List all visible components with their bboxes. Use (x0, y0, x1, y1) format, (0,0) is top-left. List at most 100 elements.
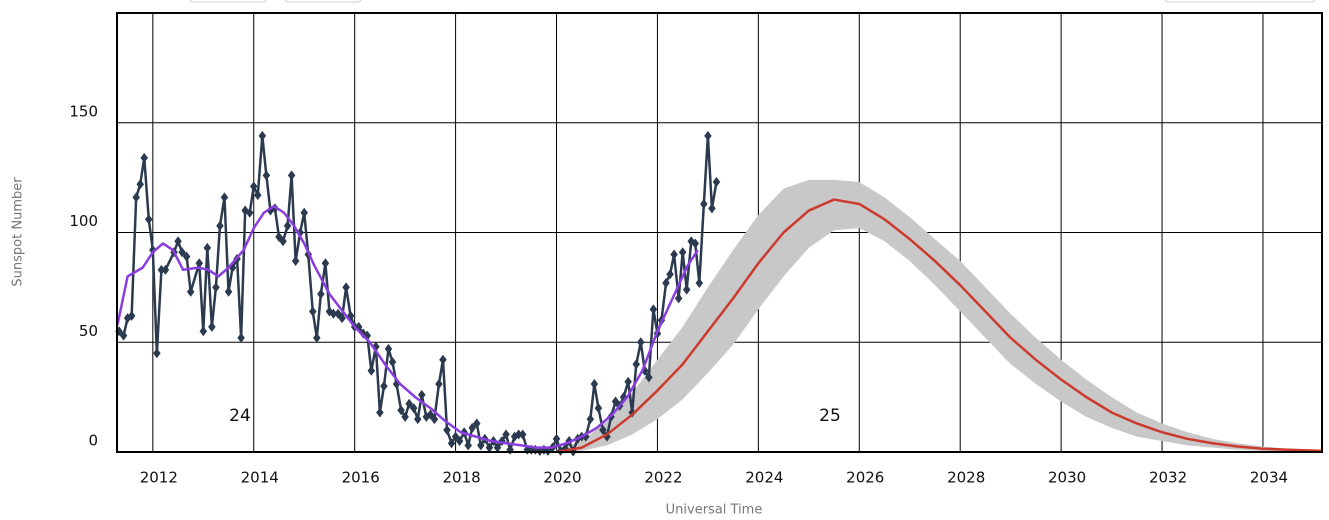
data-point (279, 236, 287, 247)
data-point (401, 411, 409, 422)
data-point (317, 288, 325, 299)
data-point (670, 249, 678, 260)
data-point (342, 282, 350, 293)
y-tick-label: 100 (69, 212, 98, 230)
data-point (161, 264, 170, 275)
data-point (123, 313, 132, 324)
data-point (338, 313, 346, 324)
data-point (674, 293, 683, 304)
data-point (262, 170, 271, 181)
data-point (435, 378, 443, 389)
data-point (704, 130, 712, 141)
data-point (599, 425, 607, 436)
data-point (518, 429, 527, 440)
data-point (300, 207, 308, 218)
data-point (493, 442, 502, 453)
data-point (418, 389, 426, 400)
data-point (212, 282, 220, 293)
y-tick-label: 50 (79, 322, 98, 340)
data-point (485, 442, 494, 453)
x-tick-label: 2018 (442, 469, 480, 487)
x-tick-label: 2028 (947, 469, 985, 487)
data-point (468, 422, 476, 433)
prediction-band (556, 179, 1322, 452)
data-point (682, 284, 691, 295)
data-point (473, 418, 481, 429)
data-point (645, 372, 653, 383)
data-point (409, 403, 418, 414)
data-point (254, 190, 262, 201)
x-tick-label: 2024 (745, 469, 783, 487)
data-point (632, 359, 640, 370)
y-tick-label: 0 (88, 432, 98, 450)
data-point (712, 177, 721, 188)
x-tick-label: 2032 (1149, 469, 1187, 487)
data-point (413, 414, 422, 425)
x-tick-label: 2022 (644, 469, 682, 487)
data-point (182, 251, 191, 262)
series-line (556, 198, 1323, 454)
data-point (586, 414, 595, 425)
data-point (678, 247, 687, 258)
x-tick-label: 2034 (1250, 469, 1288, 487)
data-point (708, 203, 716, 214)
plot-frame (116, 12, 1323, 453)
data-point (258, 130, 267, 141)
data-point (439, 354, 447, 365)
toolbar-button[interactable] (284, 0, 362, 3)
data-point (695, 277, 704, 288)
data-point (443, 425, 451, 436)
data-point (153, 348, 161, 359)
x-tick-label: 2026 (846, 469, 884, 487)
data-point (203, 242, 212, 253)
data-point (186, 286, 195, 297)
data-point (430, 414, 439, 425)
data-point (367, 365, 376, 376)
x-axis-title: Universal Time (666, 503, 763, 518)
data-point (329, 308, 338, 319)
data-point (464, 440, 472, 451)
cycle-label: 25 (819, 406, 841, 426)
data-point (220, 192, 229, 203)
data-point (136, 179, 144, 190)
data-point (666, 269, 674, 280)
data-point (637, 337, 645, 348)
data-point (380, 381, 388, 392)
data-point (145, 214, 153, 225)
data-point (216, 220, 224, 231)
data-point (309, 306, 317, 317)
data-point (447, 438, 456, 449)
data-point (287, 170, 296, 181)
data-point (502, 429, 510, 440)
x-tick-label: 2020 (543, 469, 581, 487)
x-tick-label: 2016 (342, 469, 380, 487)
data-point (552, 433, 561, 444)
cycle-label: 24 (229, 406, 251, 426)
data-point (376, 407, 384, 418)
data-point (140, 152, 148, 163)
data-point (662, 277, 670, 288)
data-point (691, 238, 700, 249)
data-point (208, 321, 216, 332)
data-point (700, 198, 708, 209)
data-point (594, 403, 603, 414)
data-point (477, 440, 485, 451)
toolbar-select[interactable] (1164, 0, 1316, 3)
y-axis-title: Sunspot Number (11, 177, 26, 287)
data-point (624, 376, 632, 387)
data-point (245, 207, 254, 218)
data-point (649, 304, 658, 315)
data-point (195, 258, 204, 269)
data-point (157, 264, 166, 275)
data-point (127, 310, 136, 321)
data-point (321, 258, 330, 269)
data-point (174, 236, 182, 247)
data-point (405, 398, 413, 409)
toolbar-button[interactable] (189, 0, 267, 3)
data-point (149, 245, 157, 256)
data-point (291, 256, 300, 267)
data-point (237, 332, 245, 343)
data-point (178, 247, 186, 258)
data-point (119, 330, 128, 341)
